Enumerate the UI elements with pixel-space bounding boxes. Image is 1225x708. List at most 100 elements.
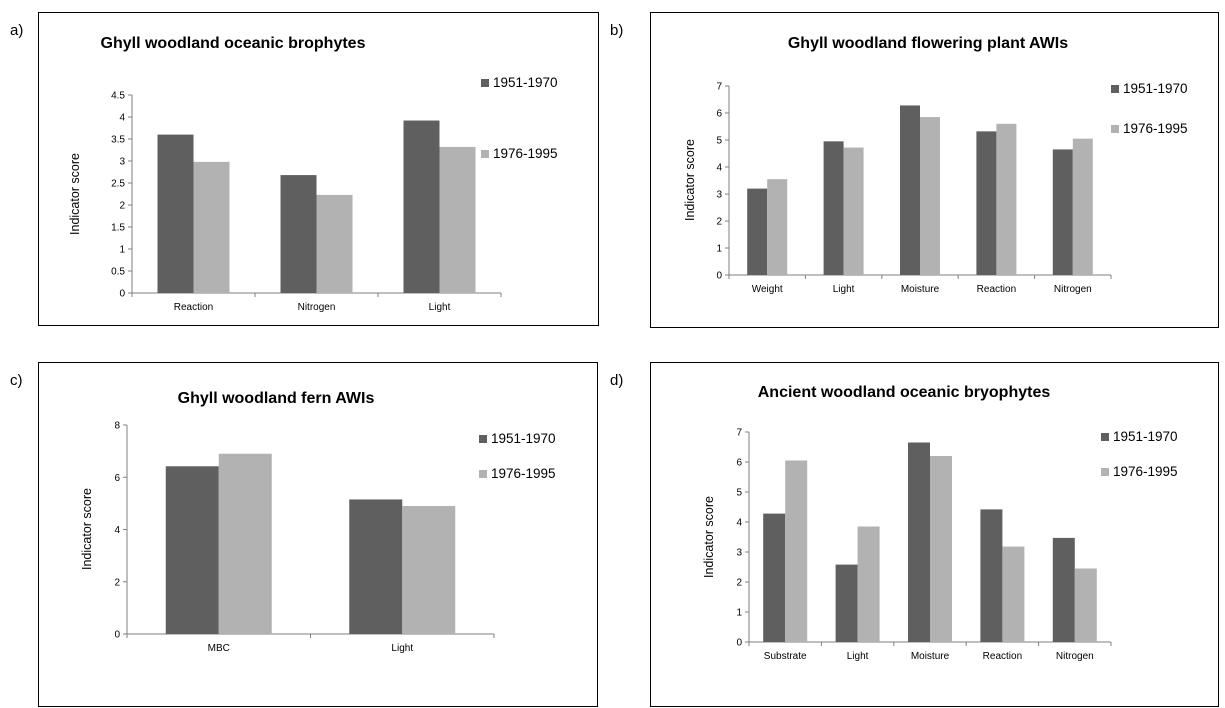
chart-d-bar-series2 (1074, 568, 1097, 642)
chart-c-bar-series1 (165, 466, 219, 634)
chart-a-legend-swatch-2 (481, 150, 489, 158)
chart-b-bar-series2 (767, 179, 788, 275)
chart-d-y-tick-label: 4 (736, 518, 742, 529)
chart-b-y-tick-label: 5 (716, 136, 722, 147)
chart-a-y-tick-label: 1.5 (111, 223, 125, 234)
chart-d-bar-series1 (980, 509, 1003, 642)
chart-c-y-tick-label: 8 (114, 421, 120, 432)
chart-b-legend-swatch-1 (1111, 85, 1119, 93)
chart-b-y-tick-label: 3 (716, 190, 722, 201)
chart-d-svg: Ancient woodland oceanic bryophytes Indic… (702, 384, 1178, 662)
chart-a-x-tick-label: Reaction (174, 302, 213, 313)
chart-d-bar-series2 (857, 526, 880, 642)
chart-a-x-tick-label: Nitrogen (298, 302, 336, 313)
panel-label-d: d) (610, 372, 624, 389)
chart-panel-d: Ancient woodland oceanic bryophytes Indic… (650, 362, 1219, 707)
chart-a-legend-label-1: 1951-1970 (493, 75, 558, 90)
chart-b-y-tick-label: 2 (716, 217, 722, 228)
chart-b-bar-series1 (1052, 149, 1073, 275)
chart-b-x-tick-label: Weight (752, 284, 783, 295)
panel-label-a: a) (10, 22, 24, 39)
chart-c-y-tick-label: 4 (114, 525, 120, 536)
chart-b-y-tick-label: 0 (716, 271, 722, 282)
chart-c-svg: Ghyll woodland fern AWIs Indicator score 0… (80, 390, 556, 654)
chart-d-y-axis-label: Indicator score (702, 496, 716, 578)
chart-d-bar-series1 (763, 513, 786, 642)
chart-c-y-axis-label: Indicator score (80, 488, 94, 570)
chart-b-legend-label-1: 1951-1970 (1123, 81, 1188, 96)
panel-label-c: c) (10, 372, 23, 389)
chart-d-y-tick-label: 5 (736, 488, 742, 499)
chart-d-x-tick-label: Substrate (764, 651, 807, 662)
chart-a-title: Ghyll woodland oceanic brophytes (101, 35, 366, 52)
chart-d-legend-label-1: 1951-1970 (1113, 429, 1178, 444)
chart-b-y-tick-label: 7 (716, 82, 722, 93)
chart-c-bar-series1 (349, 499, 403, 634)
chart-b-y-tick-label: 6 (716, 109, 722, 120)
chart-d-y-tick-label: 7 (736, 428, 742, 439)
chart-b-legend-swatch-2 (1111, 125, 1119, 133)
chart-b-y-axis-label: Indicator score (683, 139, 697, 221)
chart-a-y-tick-label: 3.5 (111, 135, 125, 146)
chart-c-y-tick-label: 2 (114, 577, 120, 588)
chart-c-legend-label-2: 1976-1995 (491, 466, 556, 481)
chart-a-bar-series2 (439, 146, 476, 293)
chart-a-bar-series1 (280, 175, 317, 293)
chart-d-legend-swatch-1 (1101, 433, 1109, 441)
chart-d-x-tick-label: Reaction (983, 651, 1022, 662)
chart-d-title: Ancient woodland oceanic bryophytes (758, 384, 1051, 401)
chart-d-y-tick-label: 1 (736, 608, 742, 619)
chart-b-y-tick-label: 4 (716, 163, 722, 174)
chart-d-bar-series2 (930, 456, 952, 642)
chart-panel-a: Ghyll woodland oceanic brophytes Indicato… (38, 12, 599, 326)
chart-b-svg: Ghyll woodland flowering plant AWIs Indic… (683, 35, 1188, 295)
chart-c-x-tick-label: MBC (208, 643, 230, 654)
chart-b-x-tick-label: Nitrogen (1054, 284, 1092, 295)
chart-d-bar-series2 (1002, 546, 1025, 642)
chart-d-legend-swatch-2 (1101, 468, 1109, 476)
chart-a-y-tick-label: 4.5 (111, 91, 125, 102)
chart-a-y-tick-label: 3 (119, 157, 125, 168)
chart-c-y-tick-label: 6 (114, 473, 120, 484)
chart-b-bar-series1 (823, 141, 844, 275)
chart-a-y-tick-label: 2.5 (111, 179, 125, 190)
chart-c-bar-series2 (218, 453, 272, 634)
chart-a-bar-series1 (157, 134, 194, 293)
chart-c-title: Ghyll woodland fern AWIs (178, 390, 375, 407)
chart-a-y-tick-label: 0 (119, 289, 125, 300)
chart-d-y-tick-label: 3 (736, 548, 742, 559)
chart-a-y-tick-label: 1 (119, 245, 125, 256)
chart-b-x-tick-label: Reaction (977, 284, 1016, 295)
chart-panel-c: Ghyll woodland fern AWIs Indicator score 0… (38, 362, 598, 707)
chart-a-bar-series1 (403, 120, 440, 294)
chart-d-x-tick-label: Light (847, 651, 869, 662)
chart-b-y-tick-label: 1 (716, 244, 722, 255)
chart-b-bar-series1 (900, 105, 920, 275)
chart-b-bar-series1 (747, 188, 768, 275)
chart-a-x-tick-label: Light (429, 302, 451, 313)
chart-b-title: Ghyll woodland flowering plant AWIs (788, 35, 1068, 52)
chart-b-bar-series2 (843, 147, 864, 275)
chart-c-x-tick-label: Light (391, 643, 413, 654)
chart-a-legend-label-2: 1976-1995 (493, 146, 558, 161)
chart-a-legend-swatch-1 (481, 79, 489, 87)
chart-a-y-axis-label: Indicator score (68, 153, 82, 235)
chart-a-y-tick-label: 0.5 (111, 267, 125, 278)
panel-label-b: b) (610, 22, 624, 39)
chart-b-bar-series2 (1072, 138, 1093, 275)
chart-b-x-tick-label: Moisture (901, 284, 940, 295)
chart-d-y-tick-label: 6 (736, 458, 742, 469)
chart-d-x-tick-label: Nitrogen (1056, 651, 1094, 662)
chart-c-y-tick-label: 0 (114, 630, 120, 641)
chart-d-x-tick-label: Moisture (911, 651, 950, 662)
chart-b-bar-series2 (996, 123, 1017, 275)
chart-d-bar-series1 (1052, 537, 1075, 642)
chart-d-bar-series2 (785, 460, 808, 642)
chart-c-legend-swatch-2 (479, 470, 487, 478)
chart-c-bar-series2 (402, 505, 456, 634)
chart-b-legend-label-2: 1976-1995 (1123, 121, 1188, 136)
chart-d-legend-label-2: 1976-1995 (1113, 464, 1178, 479)
chart-d-y-tick-label: 0 (736, 638, 742, 649)
chart-a-bar-series2 (193, 161, 230, 293)
chart-b-x-tick-label: Light (833, 284, 855, 295)
